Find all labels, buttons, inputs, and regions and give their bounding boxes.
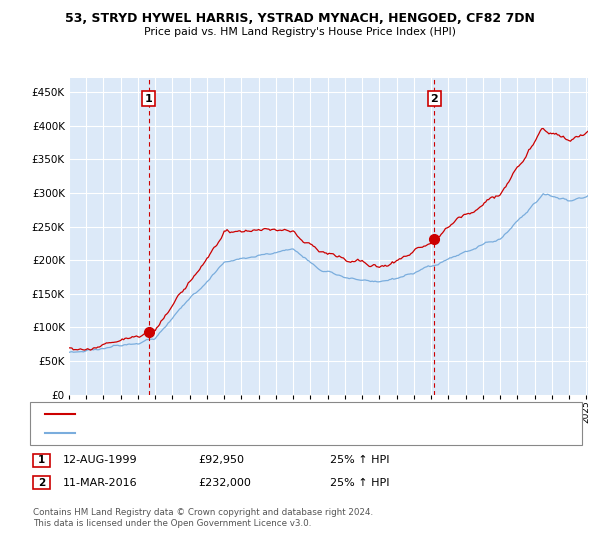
Text: 1: 1 [38, 455, 45, 465]
Text: 53, STRYD HYWEL HARRIS, YSTRAD MYNACH, HENGOED, CF82 7DN (detached house): 53, STRYD HYWEL HARRIS, YSTRAD MYNACH, H… [79, 409, 498, 419]
Text: 53, STRYD HYWEL HARRIS, YSTRAD MYNACH, HENGOED, CF82 7DN: 53, STRYD HYWEL HARRIS, YSTRAD MYNACH, H… [65, 12, 535, 25]
Text: £92,950: £92,950 [198, 455, 244, 465]
Text: £232,000: £232,000 [198, 478, 251, 488]
Text: 25% ↑ HPI: 25% ↑ HPI [330, 455, 389, 465]
Text: 25% ↑ HPI: 25% ↑ HPI [330, 478, 389, 488]
Text: 11-MAR-2016: 11-MAR-2016 [63, 478, 137, 488]
Text: 12-AUG-1999: 12-AUG-1999 [63, 455, 137, 465]
Text: Price paid vs. HM Land Registry's House Price Index (HPI): Price paid vs. HM Land Registry's House … [144, 27, 456, 37]
Text: HPI: Average price, detached house, Caerphilly: HPI: Average price, detached house, Caer… [79, 428, 310, 438]
Text: 2: 2 [38, 478, 45, 488]
Text: 2: 2 [430, 94, 438, 104]
Text: 1: 1 [145, 94, 152, 104]
Text: Contains HM Land Registry data © Crown copyright and database right 2024.
This d: Contains HM Land Registry data © Crown c… [33, 508, 373, 528]
